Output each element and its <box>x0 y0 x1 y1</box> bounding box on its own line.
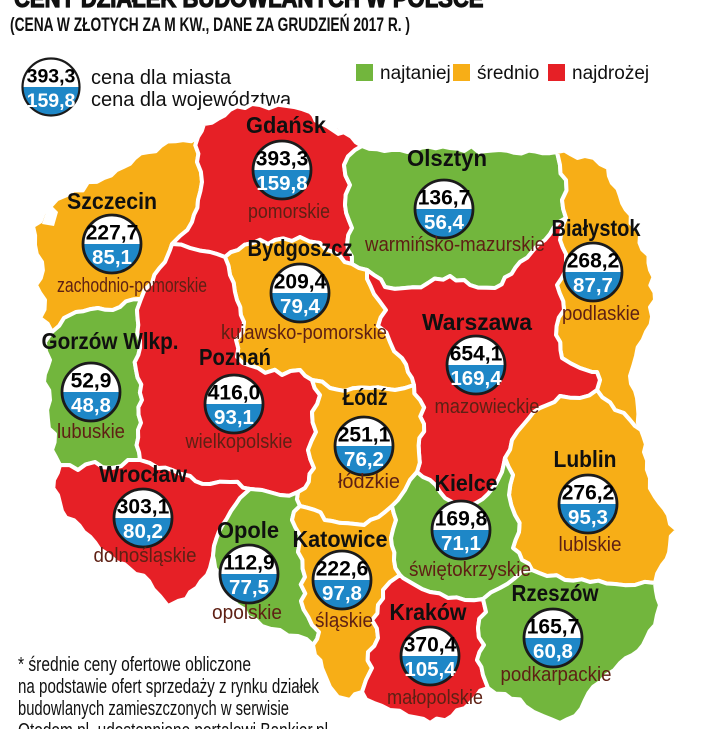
svg-text:654,1: 654,1 <box>450 343 503 366</box>
svg-text:Łódź: Łódź <box>343 384 388 410</box>
svg-text:85,1: 85,1 <box>92 246 132 269</box>
svg-text:* średnie ceny ofertowe oblicz: * średnie ceny ofertowe obliczone <box>18 654 251 676</box>
svg-text:najdrożej: najdrożej <box>572 63 649 84</box>
svg-text:dolnośląskie: dolnośląskie <box>94 545 197 567</box>
svg-text:169,8: 169,8 <box>435 508 488 531</box>
svg-text:227,7: 227,7 <box>86 222 139 245</box>
svg-text:303,1: 303,1 <box>117 496 170 519</box>
svg-text:pomorskie: pomorskie <box>248 201 330 223</box>
svg-text:76,2: 76,2 <box>344 448 384 471</box>
svg-text:Kraków: Kraków <box>390 599 467 625</box>
svg-text:kujawsko-pomorskie: kujawsko-pomorskie <box>221 322 387 344</box>
svg-text:Lublin: Lublin <box>554 446 617 472</box>
svg-text:małopolskie: małopolskie <box>387 687 483 709</box>
svg-text:276,2: 276,2 <box>562 482 615 505</box>
svg-text:87,7: 87,7 <box>573 274 613 297</box>
svg-text:95,3: 95,3 <box>568 506 608 529</box>
svg-text:251,1: 251,1 <box>338 424 391 447</box>
svg-text:Gorzów Wlkp.: Gorzów Wlkp. <box>42 328 179 354</box>
svg-text:222,6: 222,6 <box>316 558 369 581</box>
svg-text:świętokrzyskie: świętokrzyskie <box>409 559 531 581</box>
svg-text:97,8: 97,8 <box>322 582 362 605</box>
svg-text:Warszawa: Warszawa <box>422 309 532 335</box>
svg-text:393,3: 393,3 <box>256 148 309 171</box>
svg-text:159,8: 159,8 <box>27 90 76 112</box>
svg-text:79,4: 79,4 <box>280 295 320 318</box>
svg-text:mazowieckie: mazowieckie <box>435 396 540 418</box>
svg-text:Kielce: Kielce <box>435 470 498 496</box>
svg-text:80,2: 80,2 <box>123 520 163 543</box>
svg-text:93,1: 93,1 <box>214 406 254 429</box>
svg-text:najtaniej: najtaniej <box>380 63 451 84</box>
svg-text:śląskie: śląskie <box>315 610 373 632</box>
svg-text:Katowice: Katowice <box>293 526 388 552</box>
svg-text:średnio: średnio <box>477 63 539 84</box>
svg-text:370,4: 370,4 <box>404 634 457 657</box>
svg-text:56,4: 56,4 <box>424 211 464 234</box>
svg-text:136,7: 136,7 <box>418 187 471 210</box>
svg-text:lublskie: lublskie <box>559 534 622 556</box>
svg-text:cena dla miasta: cena dla miasta <box>91 67 232 89</box>
svg-text:Olsztyn: Olsztyn <box>407 145 487 171</box>
svg-text:165,7: 165,7 <box>527 616 580 639</box>
svg-text:na podstawie ofert sprzedaży z: na podstawie ofert sprzedaży z rynku dzi… <box>18 676 320 698</box>
svg-text:łódzkie: łódzkie <box>338 471 400 493</box>
svg-text:393,3: 393,3 <box>27 66 76 88</box>
svg-text:48,8: 48,8 <box>71 394 111 417</box>
svg-text:zachodnio-pomorskie: zachodnio-pomorskie <box>57 275 207 297</box>
svg-text:Otodom.pl, udostępnione portal: Otodom.pl, udostępnione portalowi Bankie… <box>18 720 328 729</box>
svg-text:Gdańsk: Gdańsk <box>246 112 326 138</box>
svg-text:podlaskie: podlaskie <box>562 303 640 325</box>
svg-text:Opole: Opole <box>217 517 279 543</box>
svg-text:opolskie: opolskie <box>212 602 282 624</box>
svg-text:wielkopolskie: wielkopolskie <box>185 431 293 453</box>
svg-text:52,9: 52,9 <box>71 370 112 393</box>
svg-text:Bydgoszcz: Bydgoszcz <box>248 235 353 261</box>
svg-text:Szczecin: Szczecin <box>67 188 157 214</box>
svg-text:169,4: 169,4 <box>450 367 502 390</box>
svg-text:71,1: 71,1 <box>441 532 481 555</box>
svg-text:268,2: 268,2 <box>567 250 620 273</box>
svg-text:60,8: 60,8 <box>533 640 573 663</box>
svg-text:CENY DZIAŁEK BUDOWLANYCH W POL: CENY DZIAŁEK BUDOWLANYCH W POLSCE* <box>14 0 492 13</box>
svg-text:159,8: 159,8 <box>256 172 307 195</box>
svg-text:budowlanych zamieszczonych w s: budowlanych zamieszczonych w serwisie <box>18 698 289 720</box>
svg-text:105,4: 105,4 <box>404 658 456 681</box>
svg-text:Wrocław: Wrocław <box>99 461 187 487</box>
svg-text:416,0: 416,0 <box>208 382 261 405</box>
svg-text:Poznań: Poznań <box>199 344 271 370</box>
svg-text:(CENA W ZŁOTYCH ZA M KW., DANE: (CENA W ZŁOTYCH ZA M KW., DANE ZA GRUDZI… <box>10 14 410 36</box>
svg-text:112,9: 112,9 <box>223 552 274 575</box>
svg-text:77,5: 77,5 <box>229 576 269 599</box>
svg-text:podkarpackie: podkarpackie <box>501 664 612 686</box>
svg-text:209,4: 209,4 <box>274 271 327 294</box>
svg-text:Białystok: Białystok <box>552 215 641 241</box>
svg-text:Rzeszów: Rzeszów <box>512 580 599 606</box>
svg-text:warmińsko-mazurskie: warmińsko-mazurskie <box>364 234 545 256</box>
svg-text:lubuskie: lubuskie <box>57 421 125 443</box>
